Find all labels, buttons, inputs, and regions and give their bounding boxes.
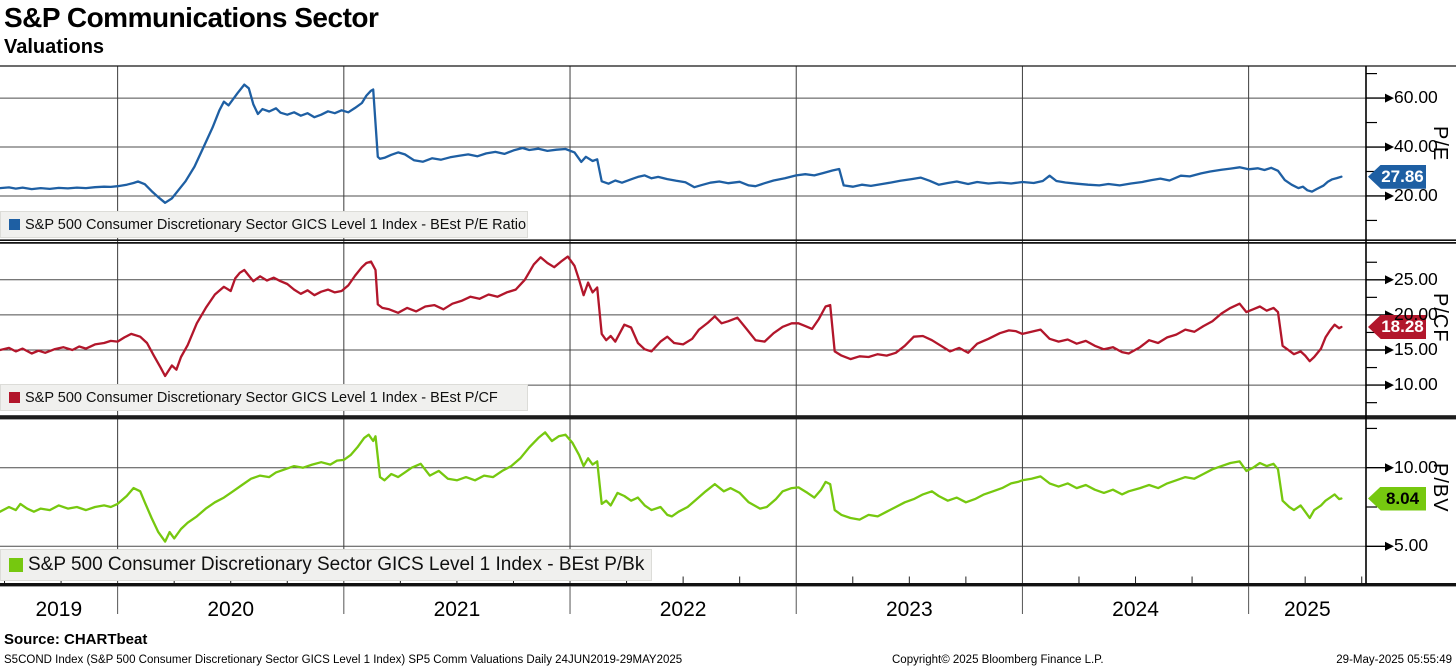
legend-pbv-label: S&P 500 Consumer Discretionary Sector GI… bbox=[28, 554, 645, 575]
y-axis-title-pe: P/E bbox=[1429, 126, 1451, 162]
tick-arrow-icon bbox=[1385, 142, 1394, 152]
series-line-pcf bbox=[0, 255, 1343, 378]
footer-timestamp: 29-May-2025 05:55:49 bbox=[1336, 654, 1452, 666]
y-axis-tick-label: 15.00 bbox=[1394, 339, 1438, 359]
series-line-pe bbox=[0, 83, 1343, 204]
footer-description: S5COND Index (S&P 500 Consumer Discretio… bbox=[4, 654, 683, 666]
legend-pe[interactable]: S&P 500 Consumer Discretionary Sector GI… bbox=[0, 211, 528, 238]
y-axis-tick-label: 10.00 bbox=[1394, 456, 1438, 477]
x-axis-year-label: 2023 bbox=[885, 598, 933, 621]
y-axis-tick-label: 20.00 bbox=[1394, 184, 1438, 205]
last-value-tag-pe: 27.86 bbox=[1368, 164, 1426, 189]
series-line-pbv bbox=[0, 431, 1343, 543]
legend-pcf[interactable]: S&P 500 Consumer Discretionary Sector GI… bbox=[0, 384, 528, 411]
y-axis-tick-label: 20.00 bbox=[1394, 303, 1438, 324]
panel-separator bbox=[0, 415, 1456, 420]
y-axis-tick-label: 40.00 bbox=[1394, 136, 1438, 156]
series-marker-pe-icon bbox=[9, 219, 20, 230]
x-axis-year-label: 2019 bbox=[35, 598, 83, 621]
tick-arrow-icon bbox=[1385, 191, 1394, 201]
page-title: S&P Communications Sector bbox=[4, 2, 379, 33]
tick-arrow-icon bbox=[1385, 93, 1394, 103]
series-marker-pcf-icon bbox=[9, 392, 20, 403]
y-axis-tick-label: 5.00 bbox=[1394, 535, 1429, 556]
y-axis-title-pcf: P/CF bbox=[1429, 293, 1451, 343]
source-label: Source: CHARTbeat bbox=[4, 631, 148, 648]
y-axis-tick-label: 10.00 bbox=[1394, 374, 1438, 395]
tick-arrow-icon bbox=[1385, 345, 1394, 355]
x-axis-year-label: 2024 bbox=[1112, 598, 1159, 621]
page-subtitle: Valuations bbox=[4, 36, 105, 58]
tick-arrow-icon bbox=[1385, 275, 1394, 285]
x-axis-year-label: 2021 bbox=[433, 598, 481, 621]
x-axis-year-label: 2022 bbox=[659, 598, 707, 621]
y-axis-tick-label: 25.00 bbox=[1394, 268, 1438, 289]
legend-pbv[interactable]: S&P 500 Consumer Discretionary Sector GI… bbox=[0, 549, 652, 581]
y-axis-title-pbv: P/BV bbox=[1429, 463, 1451, 513]
x-axis-year-label: 2025 bbox=[1283, 598, 1331, 621]
legend-pe-label: S&P 500 Consumer Discretionary Sector GI… bbox=[25, 216, 527, 233]
x-axis-line bbox=[0, 583, 1456, 587]
y-axis-tick-label: 60.00 bbox=[1394, 87, 1438, 108]
last-value-tag-pbv: 8.04 bbox=[1368, 486, 1426, 511]
legend-pcf-label: S&P 500 Consumer Discretionary Sector GI… bbox=[25, 389, 498, 406]
tick-arrow-icon bbox=[1385, 463, 1394, 473]
series-marker-pbv-icon bbox=[9, 558, 23, 572]
tick-arrow-icon bbox=[1385, 541, 1394, 551]
footer-copyright: Copyright© 2025 Bloomberg Finance L.P. bbox=[892, 654, 1104, 666]
x-axis-year-label: 2020 bbox=[207, 598, 255, 621]
last-value-tag-pcf: 18.28 bbox=[1368, 314, 1426, 339]
tick-arrow-icon bbox=[1385, 380, 1394, 390]
